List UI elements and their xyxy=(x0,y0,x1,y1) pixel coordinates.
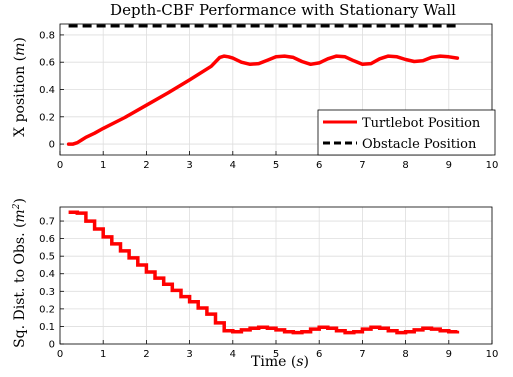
x-tick-label: 4 xyxy=(230,160,236,171)
x-tick-label: 0 xyxy=(57,160,63,171)
x-tick-label: 8 xyxy=(402,349,408,360)
x-tick-label: 6 xyxy=(316,160,322,171)
y-tick-label: 0.1 xyxy=(39,322,55,333)
y-tick-label: 0.4 xyxy=(39,269,55,280)
x-tick-label: 7 xyxy=(359,160,365,171)
plot-frame xyxy=(59,206,493,345)
top-y-axis-label: X position (m) xyxy=(12,37,28,137)
x-tick-label: 3 xyxy=(186,349,192,360)
x-tick-label: 10 xyxy=(486,160,499,171)
y-tick-label: 0.3 xyxy=(39,287,55,298)
y-tick-label: 0.2 xyxy=(39,304,55,315)
x-tick-label: 9 xyxy=(446,160,452,171)
series-line-turtlebot xyxy=(66,54,460,146)
top-plot: 0 1 2 3 4 5 6 7 8 9 10 0 0.2 0.4 0.6 0.8 xyxy=(39,23,499,171)
bottom-y-axis-label: Sq. Dist. to Obs. (m2) xyxy=(12,198,28,348)
bottom-x-axis-label: Time (s) xyxy=(251,354,309,370)
y-tick-label: 0.6 xyxy=(39,58,55,69)
bottom-plot: 0 1 2 3 4 5 6 7 8 9 10 0 0.1 0.2 0.3 0.4 0.5 0.6 0.7 xyxy=(39,206,499,360)
y-tick-label: 0.5 xyxy=(39,252,55,263)
x-tick-label: 2 xyxy=(143,160,149,171)
x-tick-label: 10 xyxy=(486,349,499,360)
y-tick-label: 0.7 xyxy=(39,217,55,228)
x-tick-label: 5 xyxy=(273,349,279,360)
legend: Turtlebot Position Obstacle Position xyxy=(317,109,496,156)
chart-title: Depth-CBF Performance with Stationary Wa… xyxy=(110,1,456,19)
series-line-sq-dist xyxy=(68,210,460,335)
y-tick-label: 0.8 xyxy=(39,30,55,41)
legend-box xyxy=(317,109,496,156)
x-tick-label: 8 xyxy=(402,160,408,171)
x-tick-label: 5 xyxy=(273,160,279,171)
x-tick-label: 1 xyxy=(100,349,106,360)
legend-label-turtlebot: Turtlebot Position xyxy=(362,116,481,131)
x-tick-label: 2 xyxy=(143,349,149,360)
x-tick-label: 7 xyxy=(359,349,365,360)
y-tick-label: 0.6 xyxy=(39,234,55,245)
y-tick-label: 0.4 xyxy=(39,85,55,96)
x-tick-label: 6 xyxy=(316,349,322,360)
y-tick-label: 0 xyxy=(49,140,55,151)
x-tick-label: 4 xyxy=(230,349,236,360)
legend-label-obstacle: Obstacle Position xyxy=(362,137,477,152)
plot-frame xyxy=(59,23,493,156)
y-tick-label: 0 xyxy=(49,340,55,351)
x-tick-label: 9 xyxy=(446,349,452,360)
y-tick-label: 0.2 xyxy=(39,112,55,123)
x-tick-label: 3 xyxy=(186,160,192,171)
x-tick-label: 1 xyxy=(100,160,106,171)
x-tick-label: 0 xyxy=(57,349,63,360)
